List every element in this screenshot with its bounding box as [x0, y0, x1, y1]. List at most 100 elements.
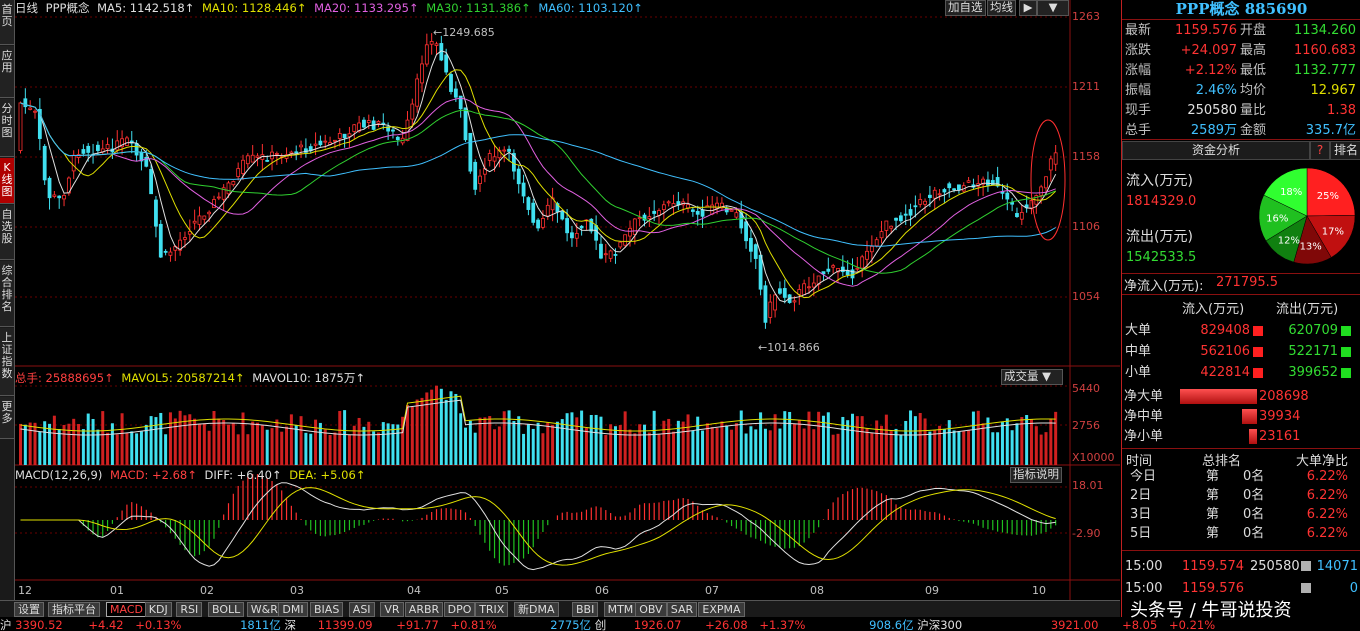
volume-bar	[570, 412, 574, 465]
indicator-tab[interactable]: W&R	[246, 602, 282, 617]
volume-bar	[217, 418, 221, 465]
volume-bar	[609, 424, 613, 465]
candle-body	[807, 286, 811, 289]
indicator-tab[interactable]: MTM	[603, 602, 638, 617]
volume-selector[interactable]: 成交量 ▼	[1001, 369, 1063, 385]
candle-body	[86, 145, 91, 153]
volume-bar	[584, 428, 588, 465]
volume-bar	[391, 424, 395, 465]
ma-line	[20, 97, 1056, 287]
candle-body	[134, 143, 139, 156]
indicator-tab[interactable]: ARBR	[404, 602, 444, 617]
volume-bar	[778, 428, 782, 465]
indicator-tab[interactable]: BBI	[572, 602, 599, 617]
volume-bar	[381, 422, 385, 465]
volume-bar	[783, 411, 787, 465]
volume-bar	[1029, 419, 1033, 465]
help-icon[interactable]: ?	[1310, 141, 1330, 160]
indicator-tab[interactable]: MACD	[106, 602, 147, 617]
left-nav-item[interactable]: 首 页	[0, 0, 14, 45]
volume-bar	[991, 432, 995, 465]
volume-bar	[1025, 415, 1029, 465]
x-axis-label: 12	[18, 584, 32, 597]
volume-bar	[526, 423, 530, 465]
volume-bar	[633, 433, 637, 465]
volume-bar	[643, 424, 646, 465]
indicator-tab[interactable]: TRIX	[475, 602, 509, 617]
volume-bar	[536, 422, 540, 465]
indicator-tab[interactable]: 新DMA	[514, 602, 559, 617]
candle-body	[81, 149, 86, 154]
volume-bar	[454, 393, 458, 465]
rank-tab[interactable]: 排名	[1330, 141, 1360, 160]
candle-body	[231, 181, 236, 186]
indicator-tab[interactable]: KDJ	[144, 602, 172, 617]
left-nav-item[interactable]: 综 合 排 名	[0, 261, 14, 327]
candle-body	[115, 140, 120, 151]
indicator-tab[interactable]: OBV	[635, 602, 667, 617]
rank-ratio: 6.22%	[1306, 488, 1348, 503]
legend-ma5: MA5: 1142.518↑	[97, 1, 195, 15]
volume-bar	[464, 427, 468, 465]
candle-body	[444, 54, 449, 73]
menu-arrow-icon[interactable]: ▼	[1037, 0, 1069, 16]
quote-value: +24.097	[1180, 43, 1237, 58]
price-axis-label: 1106	[1072, 220, 1100, 233]
left-nav-item[interactable]: 更 多	[0, 397, 14, 439]
candle-body	[695, 210, 700, 215]
volume-bar	[106, 432, 110, 465]
volume-bar	[497, 426, 501, 465]
sh-prefix: 沪	[0, 618, 12, 631]
candle-body	[908, 209, 913, 216]
add-watchlist-button[interactable]: 加自选	[945, 0, 986, 16]
left-nav-item[interactable]: 上 证 指 数	[0, 328, 14, 396]
indicator-tab[interactable]: SAR	[666, 602, 698, 617]
candle-body	[536, 219, 540, 229]
left-nav-item[interactable]: 应 用	[0, 46, 14, 98]
indicator-tab[interactable]: ASI	[348, 602, 375, 617]
ma-line	[20, 102, 1056, 274]
volume-bar	[396, 424, 400, 465]
indicator-tab[interactable]: RSI	[176, 602, 203, 617]
indicator-tab[interactable]: DMI	[278, 602, 308, 617]
volume-bar	[541, 433, 545, 465]
candle-body	[303, 148, 308, 153]
candle-body	[420, 63, 424, 84]
indicator-tab[interactable]: VR	[380, 602, 404, 617]
volume-bar	[178, 410, 182, 465]
kline-chart-area[interactable]: 日线 PPP概念 MA5: 1142.518↑ MA10: 1128.446↑ …	[15, 0, 1120, 600]
sz-amount: 2775亿	[550, 618, 592, 631]
left-arrow-icon[interactable]: ▶	[1019, 0, 1037, 16]
indicator-explain-button[interactable]: 指标说明	[1010, 467, 1062, 483]
volume-bar	[91, 418, 95, 465]
highlight-ellipse	[1030, 119, 1066, 241]
left-nav-item[interactable]: 分 时 图	[0, 99, 14, 157]
volume-bar	[294, 425, 298, 465]
indicator-tab[interactable]: DPO	[443, 602, 476, 617]
tick-extra: 0	[1349, 581, 1358, 596]
volume-bar	[826, 412, 830, 465]
macd-value: MACD: +2.68↑	[110, 468, 197, 482]
indicator-tab[interactable]: BIAS	[310, 602, 344, 617]
indicator-tab[interactable]: 设置	[14, 602, 44, 617]
volume-selector-label: 成交量	[1004, 369, 1039, 383]
volume-bar	[623, 411, 627, 465]
candle-body	[299, 144, 303, 148]
volume-bar	[154, 417, 158, 465]
candle-body	[226, 182, 231, 195]
fund-analysis-tab[interactable]: 资金分析	[1122, 141, 1310, 160]
left-nav-item[interactable]: 自 选 股	[0, 205, 14, 260]
indicator-tab[interactable]: EXPMA	[698, 602, 745, 617]
candle-body	[831, 265, 836, 268]
indicator-tab[interactable]: BOLL	[208, 602, 245, 617]
quote-label: 量比	[1240, 103, 1267, 118]
left-nav-item[interactable]: K 线 图	[0, 158, 14, 204]
volume-bar	[899, 434, 903, 465]
avg-line-button[interactable]: 均线	[987, 0, 1016, 16]
pie-slice	[1306, 167, 1356, 217]
flow-header-out: 流出(万元)	[1276, 302, 1339, 317]
flow-out-value: 620709	[1288, 323, 1338, 338]
volume-bar	[967, 430, 971, 465]
rank-row: 今日 第 0名 6.22%	[1122, 467, 1360, 486]
indicator-tab[interactable]: 指标平台	[48, 602, 100, 617]
